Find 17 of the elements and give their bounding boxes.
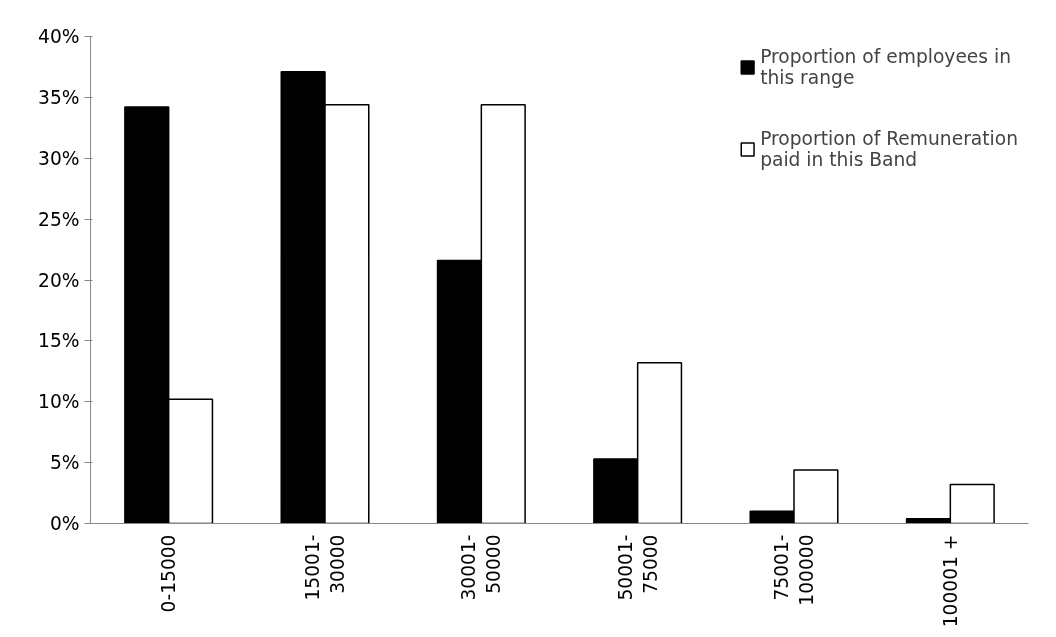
x-tick-label: 75001- 100000 bbox=[770, 534, 818, 606]
y-tick-label: 25% bbox=[38, 208, 80, 230]
y-tick-label: 10% bbox=[38, 391, 80, 413]
y-tick-label: 15% bbox=[38, 330, 80, 352]
legend-label: Proportion of Remuneration paid in this Band bbox=[760, 128, 1018, 170]
y-tick-label: 40% bbox=[38, 26, 80, 47]
x-tick-label: 15001- 30000 bbox=[301, 534, 349, 601]
x-tick-label: 30001- 50000 bbox=[458, 534, 505, 601]
x-tick-label: 0-15000 bbox=[158, 534, 180, 613]
y-tick-label: 0% bbox=[49, 513, 80, 534]
legend-label: Proportion of employees in this range bbox=[760, 46, 1011, 88]
y-tick-label: 35% bbox=[38, 86, 80, 108]
y-tick-label: 30% bbox=[38, 147, 80, 169]
y-tick-label: 20% bbox=[38, 269, 80, 291]
y-tick-label: 5% bbox=[49, 452, 80, 474]
x-tick-label: 50001- 75000 bbox=[614, 534, 661, 601]
x-tick-label: 100001 + bbox=[939, 534, 961, 628]
